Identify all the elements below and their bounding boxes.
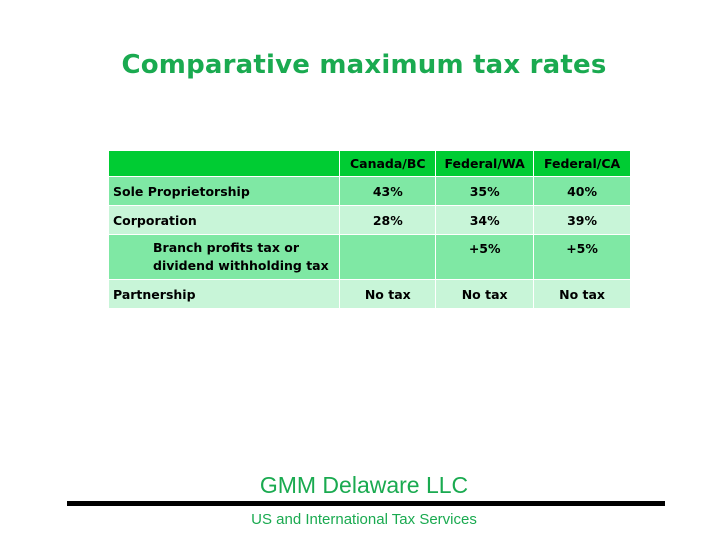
cell-value: 39%: [533, 205, 631, 235]
cell-value: No tax: [435, 279, 535, 309]
row-label: Sole Proprietorship: [107, 176, 341, 206]
header-cell-federal-wa: Federal/WA: [435, 150, 535, 177]
company-name: GMM Delaware LLC: [259, 472, 469, 498]
table-row: Branch profits tax or dividend withholdin…: [107, 234, 631, 280]
header-cell-empty: [107, 150, 341, 177]
header-cell-canada-bc: Canada/BC: [339, 150, 437, 177]
cell-value: +5%: [435, 234, 535, 280]
table-header-row: Canada/BC Federal/WA Federal/CA: [107, 150, 631, 177]
cell-value: 28%: [339, 205, 437, 235]
cell-value: 35%: [435, 176, 535, 206]
row-label-line: dividend withholding tax: [153, 258, 329, 273]
table-row: Partnership No tax No tax No tax: [107, 279, 631, 309]
table-row: Sole Proprietorship 43% 35% 40%: [107, 176, 631, 206]
cell-value: +5%: [533, 234, 631, 280]
cell-value: No tax: [533, 279, 631, 309]
header-cell-federal-ca: Federal/CA: [533, 150, 631, 177]
row-label: Branch profits tax or dividend withholdin…: [107, 234, 341, 280]
cell-value: 40%: [533, 176, 631, 206]
footer-divider: [67, 501, 665, 506]
row-label-line: Branch profits tax or: [153, 240, 299, 255]
cell-value: 34%: [435, 205, 535, 235]
cell-value: 43%: [339, 176, 437, 206]
table-row: Corporation 28% 34% 39%: [107, 205, 631, 235]
slide-title: Comparative maximum tax rates: [121, 50, 607, 80]
company-tagline: US and International Tax Services: [251, 511, 477, 528]
row-label: Partnership: [107, 279, 341, 309]
tax-rate-table: Canada/BC Federal/WA Federal/CA Sole Pro…: [107, 150, 631, 309]
cell-value: No tax: [339, 279, 437, 309]
row-label: Corporation: [107, 205, 341, 235]
cell-value: [339, 234, 437, 280]
